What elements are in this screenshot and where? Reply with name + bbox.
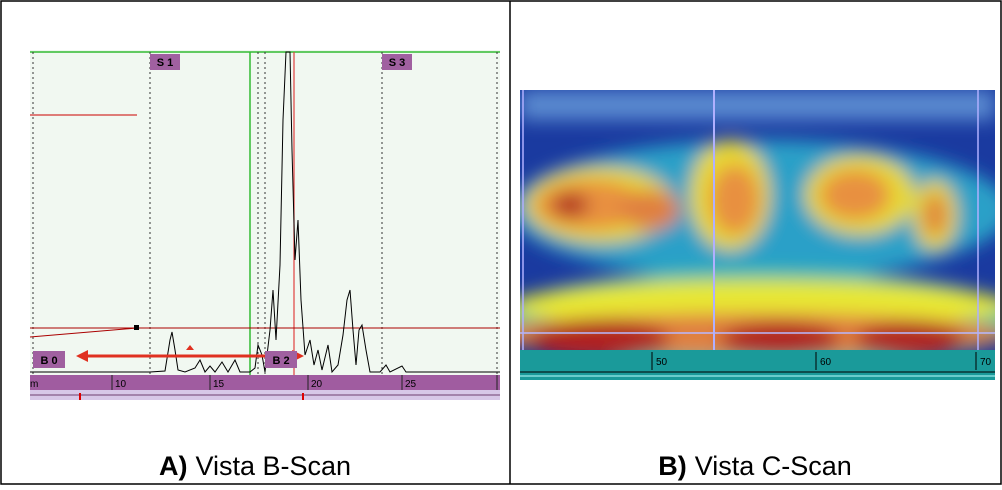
axis-label: 60 — [820, 357, 832, 368]
gridlines — [32, 52, 498, 375]
marker-label: B 0 — [40, 355, 57, 367]
tcg-curve — [29, 327, 138, 338]
marker-label: B 2 — [272, 355, 289, 367]
caption: B) Vista C-Scan — [658, 451, 852, 481]
b-scan-panel: S 1 S 3 B 0 B 2 m 10 15 20 25 — [29, 50, 500, 400]
axis-label: 10 — [115, 379, 127, 390]
marker-box — [33, 351, 65, 368]
waveform — [30, 51, 500, 374]
marker-box — [150, 54, 180, 70]
tcg-point — [134, 325, 139, 330]
caption-letter: B) — [658, 451, 687, 481]
caption-text: Vista B-Scan — [195, 451, 351, 481]
peak-marker — [186, 345, 194, 350]
marker-label: S 1 — [157, 57, 174, 69]
c-scan-panel: 50 60 70 — [520, 90, 995, 380]
axis-label: 70 — [980, 357, 992, 368]
marker-label: S 3 — [389, 57, 406, 69]
arrow-head — [76, 350, 88, 362]
marker-box — [382, 54, 412, 70]
heatmap — [520, 90, 995, 352]
axis-ticks — [111, 375, 498, 390]
axis-ticks — [651, 352, 977, 370]
axis-label: 25 — [405, 379, 417, 390]
axis-bar — [30, 375, 500, 390]
axis-label: 15 — [213, 379, 225, 390]
caption-text: Vista C-Scan — [695, 451, 852, 481]
axis-unit: m — [30, 379, 38, 390]
axis-label: 50 — [656, 357, 668, 368]
caption: A) Vista B-Scan — [159, 451, 351, 481]
caption-letter: A) — [159, 451, 188, 481]
axis-label: 20 — [311, 379, 323, 390]
axis-bar — [520, 350, 995, 380]
marker-box — [265, 351, 297, 368]
